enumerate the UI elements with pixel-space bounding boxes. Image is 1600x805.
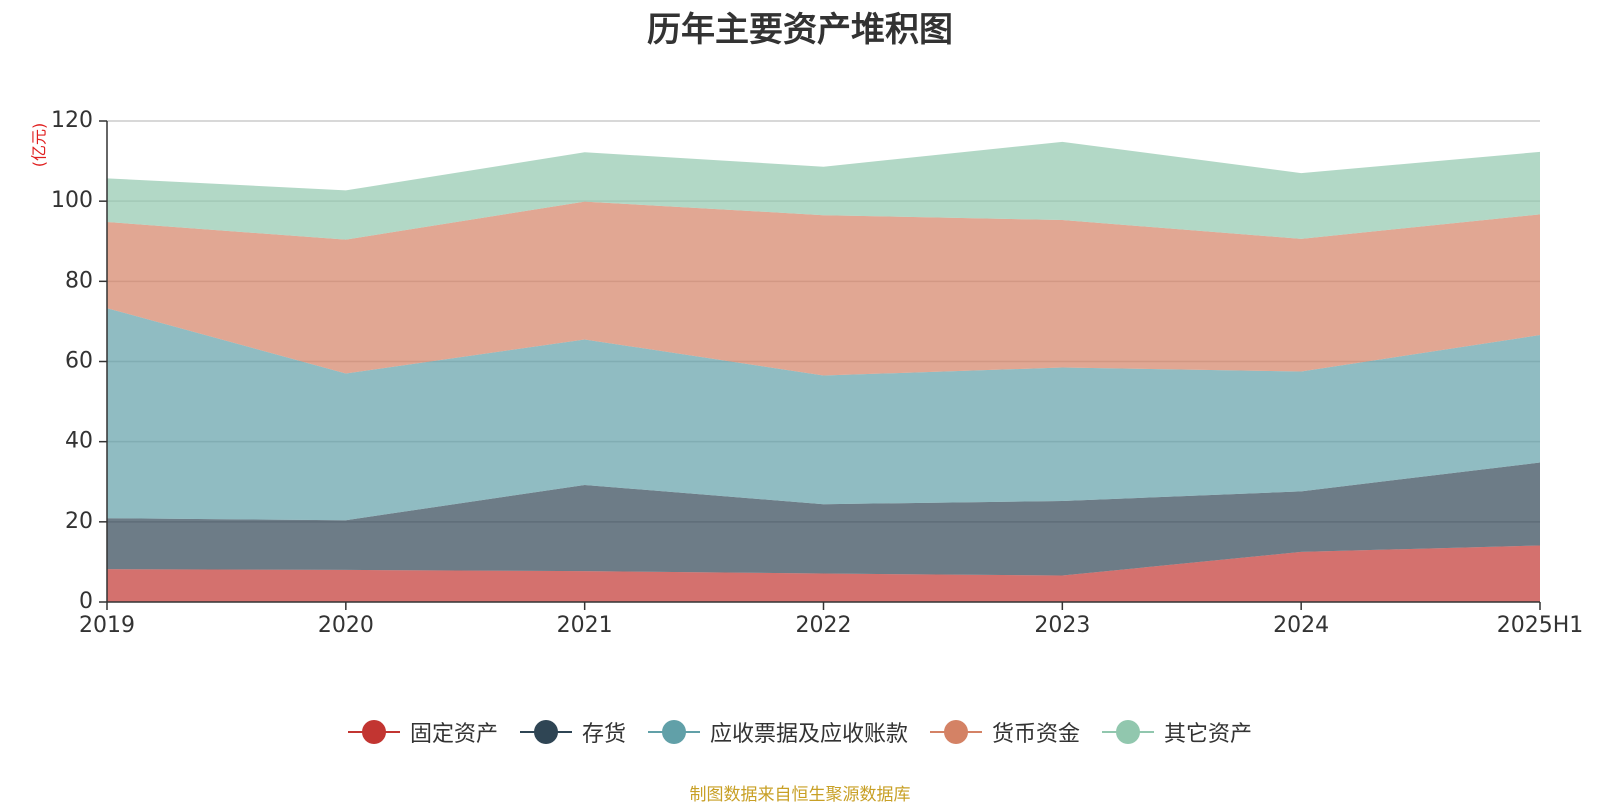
y-axis-label: (亿元): [30, 123, 49, 168]
area-1: [107, 462, 1540, 576]
y-tick-label: 20: [65, 509, 93, 534]
tick-labels: 0 20 40 60 80 100 120 2019 2020 2021 2022 2023 2024 2…: [51, 108, 1583, 638]
legend-label: 固定资产: [409, 722, 498, 747]
y-tick-label: 100: [51, 188, 93, 213]
area-3: [107, 201, 1540, 376]
legend-marker: [519, 720, 572, 744]
x-tick-label: 2022: [796, 613, 852, 638]
x-tick-label: 2024: [1273, 613, 1329, 638]
legend-marker: [347, 720, 400, 744]
y-tick-label: 40: [65, 429, 93, 454]
area-series: [107, 141, 1540, 602]
y-tick-label: 80: [65, 268, 93, 293]
legend-marker: [647, 720, 700, 744]
chart-legend: 固定资产 存货 应收票据及应收账款 货币资金 其它资产: [0, 716, 1600, 748]
legend-dot: [944, 720, 968, 744]
stacked-area-chart: 0 20 40 60 80 100 120 2019 2020 2021 2022 2023 2024 2…: [30, 108, 1584, 638]
y-tick-label: 60: [65, 349, 93, 374]
area-0: [107, 545, 1540, 602]
chart-title: 历年主要资产堆积图: [647, 10, 953, 50]
x-tick-label: 2023: [1034, 613, 1090, 638]
area-2: [107, 308, 1540, 521]
y-tick-label: 0: [79, 589, 93, 614]
legend-dot: [533, 720, 558, 744]
legend-dot: [661, 720, 686, 744]
area-4: [107, 141, 1540, 240]
x-tick-label: 2020: [318, 613, 374, 638]
legend-item-4[interactable]: 其它资产: [1102, 716, 1252, 748]
x-tick-label: 2019: [79, 613, 135, 638]
x-tick-label: 2025H1: [1497, 613, 1584, 638]
legend-marker: [1102, 720, 1155, 744]
legend-dot: [1116, 720, 1141, 744]
x-tick-label: 2021: [557, 613, 613, 638]
legend-dot: [361, 720, 386, 744]
legend-item-3[interactable]: 货币资金: [930, 716, 1080, 748]
legend-item-2[interactable]: 应收票据及应收账款: [647, 716, 908, 748]
legend-item-0[interactable]: 固定资产: [347, 716, 498, 748]
source-note: 制图数据来自恒生聚源数据库: [689, 785, 911, 805]
legend-label: 其它资产: [1164, 722, 1253, 747]
legend-marker: [930, 720, 982, 744]
axes: [99, 120, 1541, 610]
legend-item-1[interactable]: 存货: [519, 716, 626, 748]
legend-label: 货币资金: [992, 722, 1081, 747]
legend-label: 应收票据及应收账款: [709, 722, 908, 747]
y-tick-label: 120: [51, 108, 93, 133]
legend-label: 存货: [581, 722, 626, 747]
